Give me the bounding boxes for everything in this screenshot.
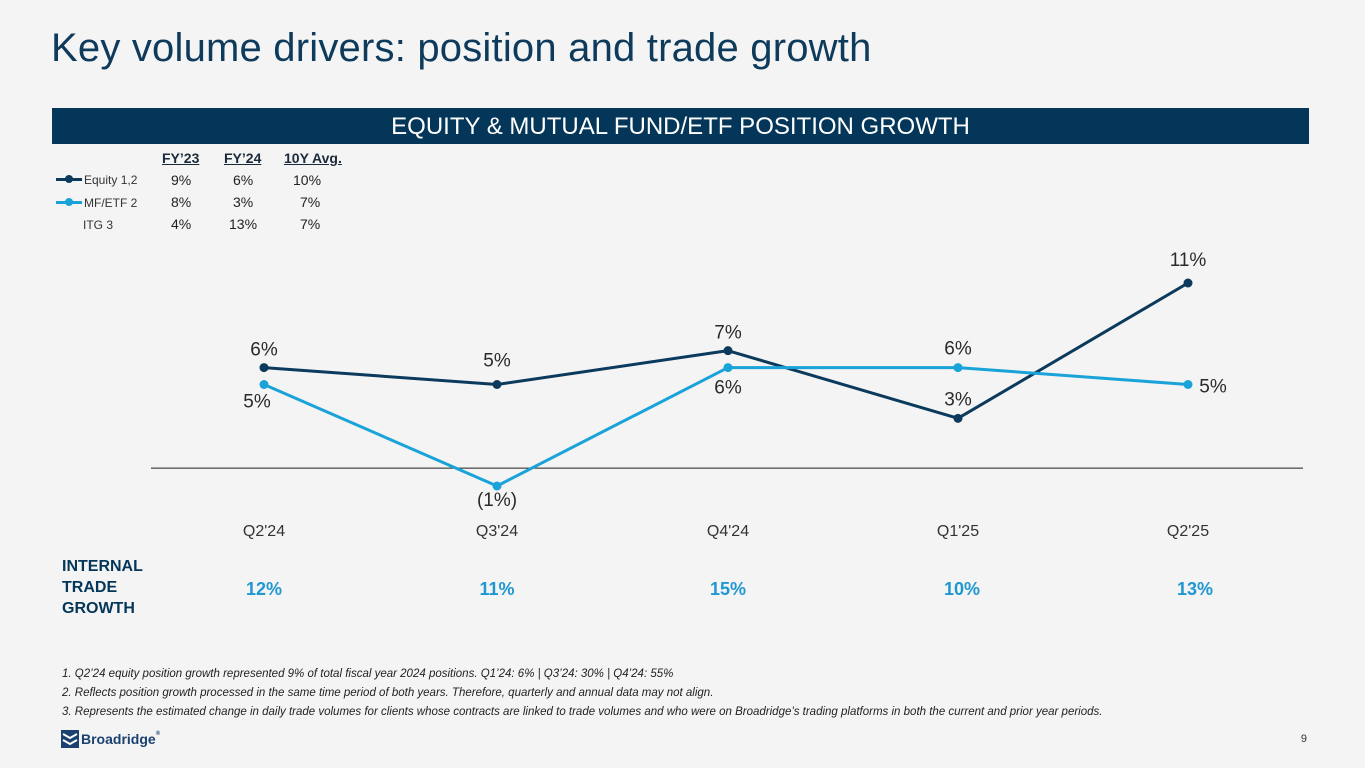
legend-equity-fy23: 9% bbox=[171, 172, 192, 188]
x-tick-label: Q2'24 bbox=[243, 523, 285, 540]
legend-mfetf-10y: 7% bbox=[300, 194, 321, 210]
data-label-equity: 6% bbox=[250, 340, 278, 361]
legend-itg-10y: 7% bbox=[300, 216, 321, 232]
data-point-mfetf bbox=[953, 363, 963, 373]
page-title: Key volume drivers: position and trade g… bbox=[51, 26, 872, 70]
data-label-mfetf: 5% bbox=[243, 392, 271, 413]
legend-mfetf-fy23: 8% bbox=[171, 194, 192, 210]
legend-header-10y: 10Y Avg. bbox=[284, 150, 342, 166]
broadridge-logo-icon bbox=[61, 730, 79, 748]
legend-itg-fy23: 4% bbox=[171, 216, 192, 232]
itg-value-q3-24: 11% bbox=[479, 579, 515, 599]
data-label-mfetf: (1%) bbox=[477, 490, 517, 511]
page-number: 9 bbox=[1300, 733, 1307, 745]
legend-marker-mfetf bbox=[65, 198, 73, 206]
legend-equity-fy24: 6% bbox=[233, 172, 254, 188]
itg-value-q2-25: 13% bbox=[1176, 579, 1214, 599]
data-point-equity bbox=[259, 363, 269, 373]
itg-value-q4-24: 15% bbox=[709, 579, 747, 599]
section-banner: EQUITY & MUTUAL FUND/ETF POSITION GROWTH bbox=[52, 108, 1309, 144]
data-point-mfetf bbox=[1183, 380, 1193, 389]
data-point-equity bbox=[723, 346, 733, 356]
position-growth-line-chart: Q2'24 Q3'24 Q4'24 Q1'25 Q2'25 6% 5% 7% 3% 11% 5% (1… bbox=[151, 250, 1303, 540]
legend-mfetf-fy24: 3% bbox=[233, 194, 254, 210]
itg-value-q2-24: 12% bbox=[245, 579, 283, 599]
data-point-mfetf bbox=[492, 481, 502, 491]
x-tick-label: Q4'24 bbox=[707, 523, 749, 540]
data-label-equity: 3% bbox=[944, 389, 972, 410]
data-label-mfetf: 6% bbox=[714, 378, 742, 399]
x-tick-label: Q1'25 bbox=[937, 523, 979, 540]
legend-label-itg: ITG 3 bbox=[83, 218, 114, 232]
legend-sup-equity: 1,2 bbox=[120, 173, 138, 187]
legend-header-fy24: FY’24 bbox=[224, 150, 262, 166]
data-label-mfetf: 6% bbox=[944, 339, 972, 360]
x-tick-label: Q2'25 bbox=[1167, 523, 1209, 540]
data-point-mfetf bbox=[723, 363, 733, 373]
broadridge-logo-text: Broadridge® bbox=[81, 731, 161, 747]
legend-header-fy23: FY’23 bbox=[162, 150, 200, 166]
data-point-equity bbox=[953, 413, 963, 423]
footnotes: 1. Q2’24 equity position growth represen… bbox=[62, 665, 1102, 722]
data-label-equity: 11% bbox=[1170, 250, 1207, 271]
footnote-3: 3. Represents the estimated change in da… bbox=[62, 706, 1103, 718]
data-point-equity bbox=[1183, 278, 1193, 288]
legend-label-equity: Equity 1,2 bbox=[84, 173, 138, 187]
legend-sup-mfetf: 2 bbox=[130, 196, 138, 210]
data-point-equity bbox=[492, 380, 502, 389]
legend-label-mfetf: MF/ETF 2 bbox=[84, 196, 138, 210]
legend-marker-equity bbox=[65, 175, 73, 183]
data-label-mfetf: 5% bbox=[1199, 377, 1227, 398]
legend-itg-fy24: 13% bbox=[229, 216, 258, 232]
data-label-equity: 5% bbox=[483, 351, 511, 372]
footnote-2: 2. Reflects position growth processed in… bbox=[62, 687, 714, 699]
itg-value-q1-25: 10% bbox=[943, 579, 981, 599]
data-label-equity: 7% bbox=[714, 323, 742, 344]
legend-sup-itg: 3 bbox=[106, 218, 114, 232]
itg-label: INTERNAL TRADE GROWTH bbox=[62, 558, 143, 617]
legend-equity-10y: 10% bbox=[293, 172, 322, 188]
x-tick-label: Q3'24 bbox=[476, 523, 518, 540]
data-point-mfetf bbox=[259, 380, 269, 389]
footnote-1: 1. Q2’24 equity position growth represen… bbox=[62, 668, 674, 680]
